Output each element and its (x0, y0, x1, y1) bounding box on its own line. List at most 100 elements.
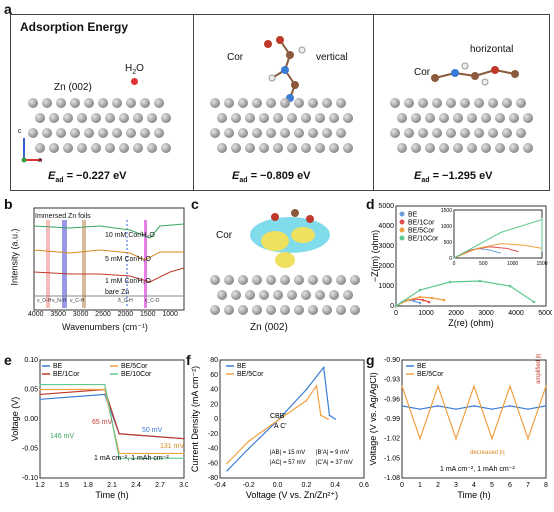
data-point (412, 299, 416, 303)
data-point (320, 414, 322, 417)
data-point (418, 295, 422, 299)
y-tick-label: -0.10 (22, 475, 38, 482)
trace-bare: bare Zn (105, 289, 130, 296)
x-tick-label: 5000 (538, 310, 552, 317)
x-tick-label: 0 (400, 482, 404, 489)
inset-x-tick: 1500 (536, 261, 547, 267)
data-point (305, 388, 308, 391)
x-axis-label: Time (h) (457, 490, 490, 500)
y-tick-label: 80 (210, 357, 218, 364)
panel-g-potential-chart: 0 1 2 3 4 5 6 7 8 -0.90 -0.93 -0.96 -0.99 -1.02 -1.05 -… (370, 354, 548, 500)
legend-marker (399, 227, 405, 233)
y-tick-label: 4000 (378, 223, 394, 230)
plot-frame (39, 359, 185, 479)
data-point (430, 296, 434, 300)
energy-mid: Ead = −0.809 eV (232, 170, 311, 185)
series-line-BE/5Cor (401, 384, 547, 441)
x-tick-label: 2.7 (155, 482, 165, 489)
decreased-label: decreased |η (470, 450, 505, 456)
x-tick-label: 4 (472, 482, 476, 489)
x-tick-label: 0.6 (359, 482, 369, 489)
axis-c-label: c (18, 128, 22, 135)
data-point (419, 437, 421, 440)
data-point (437, 385, 439, 388)
legend-label: BE/5Cor (237, 371, 264, 378)
panel-b-xticks: 4000 3500 3000 2500 2000 1500 1000 (28, 311, 178, 318)
data-point (39, 393, 41, 396)
data-point (328, 414, 331, 417)
panel-d-eis-chart: 0 1000 2000 3000 4000 50000100020003000400050… (370, 203, 552, 328)
y-tick-label: 0.00 (24, 416, 38, 423)
legend-label: BE (408, 212, 418, 219)
x-tick-label: 4000 (508, 310, 524, 317)
x-tick-label: 0.4 (330, 482, 340, 489)
inset-x-tick: 0 (453, 261, 456, 267)
cor-molecule-horizontal-icon (431, 62, 519, 86)
marks-bottom: A C' (274, 423, 287, 430)
data-point (455, 437, 457, 440)
cor-molecule-vertical-icon (264, 36, 306, 102)
x-tick-label: 0.0 (273, 482, 283, 489)
data-point (226, 469, 228, 472)
y-axis-label: −Z(im) (ohm) (370, 230, 380, 282)
peak-ch: ν_C-H (70, 298, 85, 304)
eq-ac: |AC| = 57 mV (270, 460, 306, 466)
x-tick-label: 2 (436, 482, 440, 489)
y-tick-label: -0.90 (384, 357, 400, 364)
legend-label: BE/10Cor (121, 371, 152, 378)
data-point (442, 298, 446, 302)
data-point (183, 457, 185, 460)
data-point (478, 279, 482, 283)
y-tick-label: 1000 (378, 283, 394, 290)
data-point (532, 300, 536, 304)
data-point (421, 298, 425, 302)
y-tick-label: -80 (208, 475, 218, 482)
y-tick-label: 40 (210, 387, 218, 394)
x-tick-label: -0.4 (214, 482, 226, 489)
panel-b-letter: b (4, 196, 13, 212)
legend-marker (399, 219, 405, 225)
legend-label: BE/10Cor (408, 236, 439, 243)
panel-a-divider-1 (193, 14, 194, 191)
panel-a-title: Adsorption Energy (20, 20, 129, 34)
panel-a-letter: a (4, 1, 12, 17)
series-line-BE/10Cor (395, 280, 535, 307)
annotation-65: 65 mV (92, 419, 113, 426)
cor-vertical-label: Cor (227, 52, 244, 63)
panel-c-cor: Cor (216, 230, 233, 241)
y-tick-label: 0 (390, 303, 394, 310)
y-tick-label: -1.08 (384, 475, 400, 482)
y-tick-label: -0.96 (384, 396, 400, 403)
marks-top: CBB' (270, 413, 286, 420)
data-point (248, 447, 250, 450)
y-tick-label: -1.02 (384, 436, 400, 443)
y-tick-label: 5000 (378, 203, 394, 210)
y-tick-label: -40 (208, 446, 218, 453)
x-tick-label: 1.2 (35, 482, 45, 489)
data-point (276, 419, 279, 422)
x-tick-label: 5 (490, 482, 494, 489)
y-axis-label: Voltage (V) (10, 397, 20, 442)
x-tick-label: 1 (418, 482, 422, 489)
peak-doh: δ_O-H (118, 298, 133, 304)
panel-c-surface: Zn (002) (250, 322, 288, 333)
data-point (39, 398, 41, 401)
x-tick-label: 3 (454, 482, 458, 489)
trace-1mm: 1 mM Cor/H₂O (105, 278, 151, 285)
water-label: H2O (125, 63, 144, 76)
x-tick-label: 1000 (418, 310, 434, 317)
legend-marker (399, 211, 405, 217)
panel-b-ftir-chart (33, 207, 185, 311)
x-tick-label: 2000 (448, 310, 464, 317)
zn-surface-label: Zn (002) (54, 82, 92, 93)
immersed-label: Immersed Zn foils (35, 213, 91, 220)
data-point (104, 393, 106, 396)
data-point (401, 405, 403, 407)
y-tick-label: 2000 (378, 263, 394, 270)
inset-series (453, 243, 543, 259)
series-line-BE/10Cor (40, 383, 184, 459)
inset-x-tick: 500 (479, 261, 488, 267)
data-point (509, 405, 511, 407)
data-point (305, 399, 308, 402)
data-point (118, 457, 120, 460)
